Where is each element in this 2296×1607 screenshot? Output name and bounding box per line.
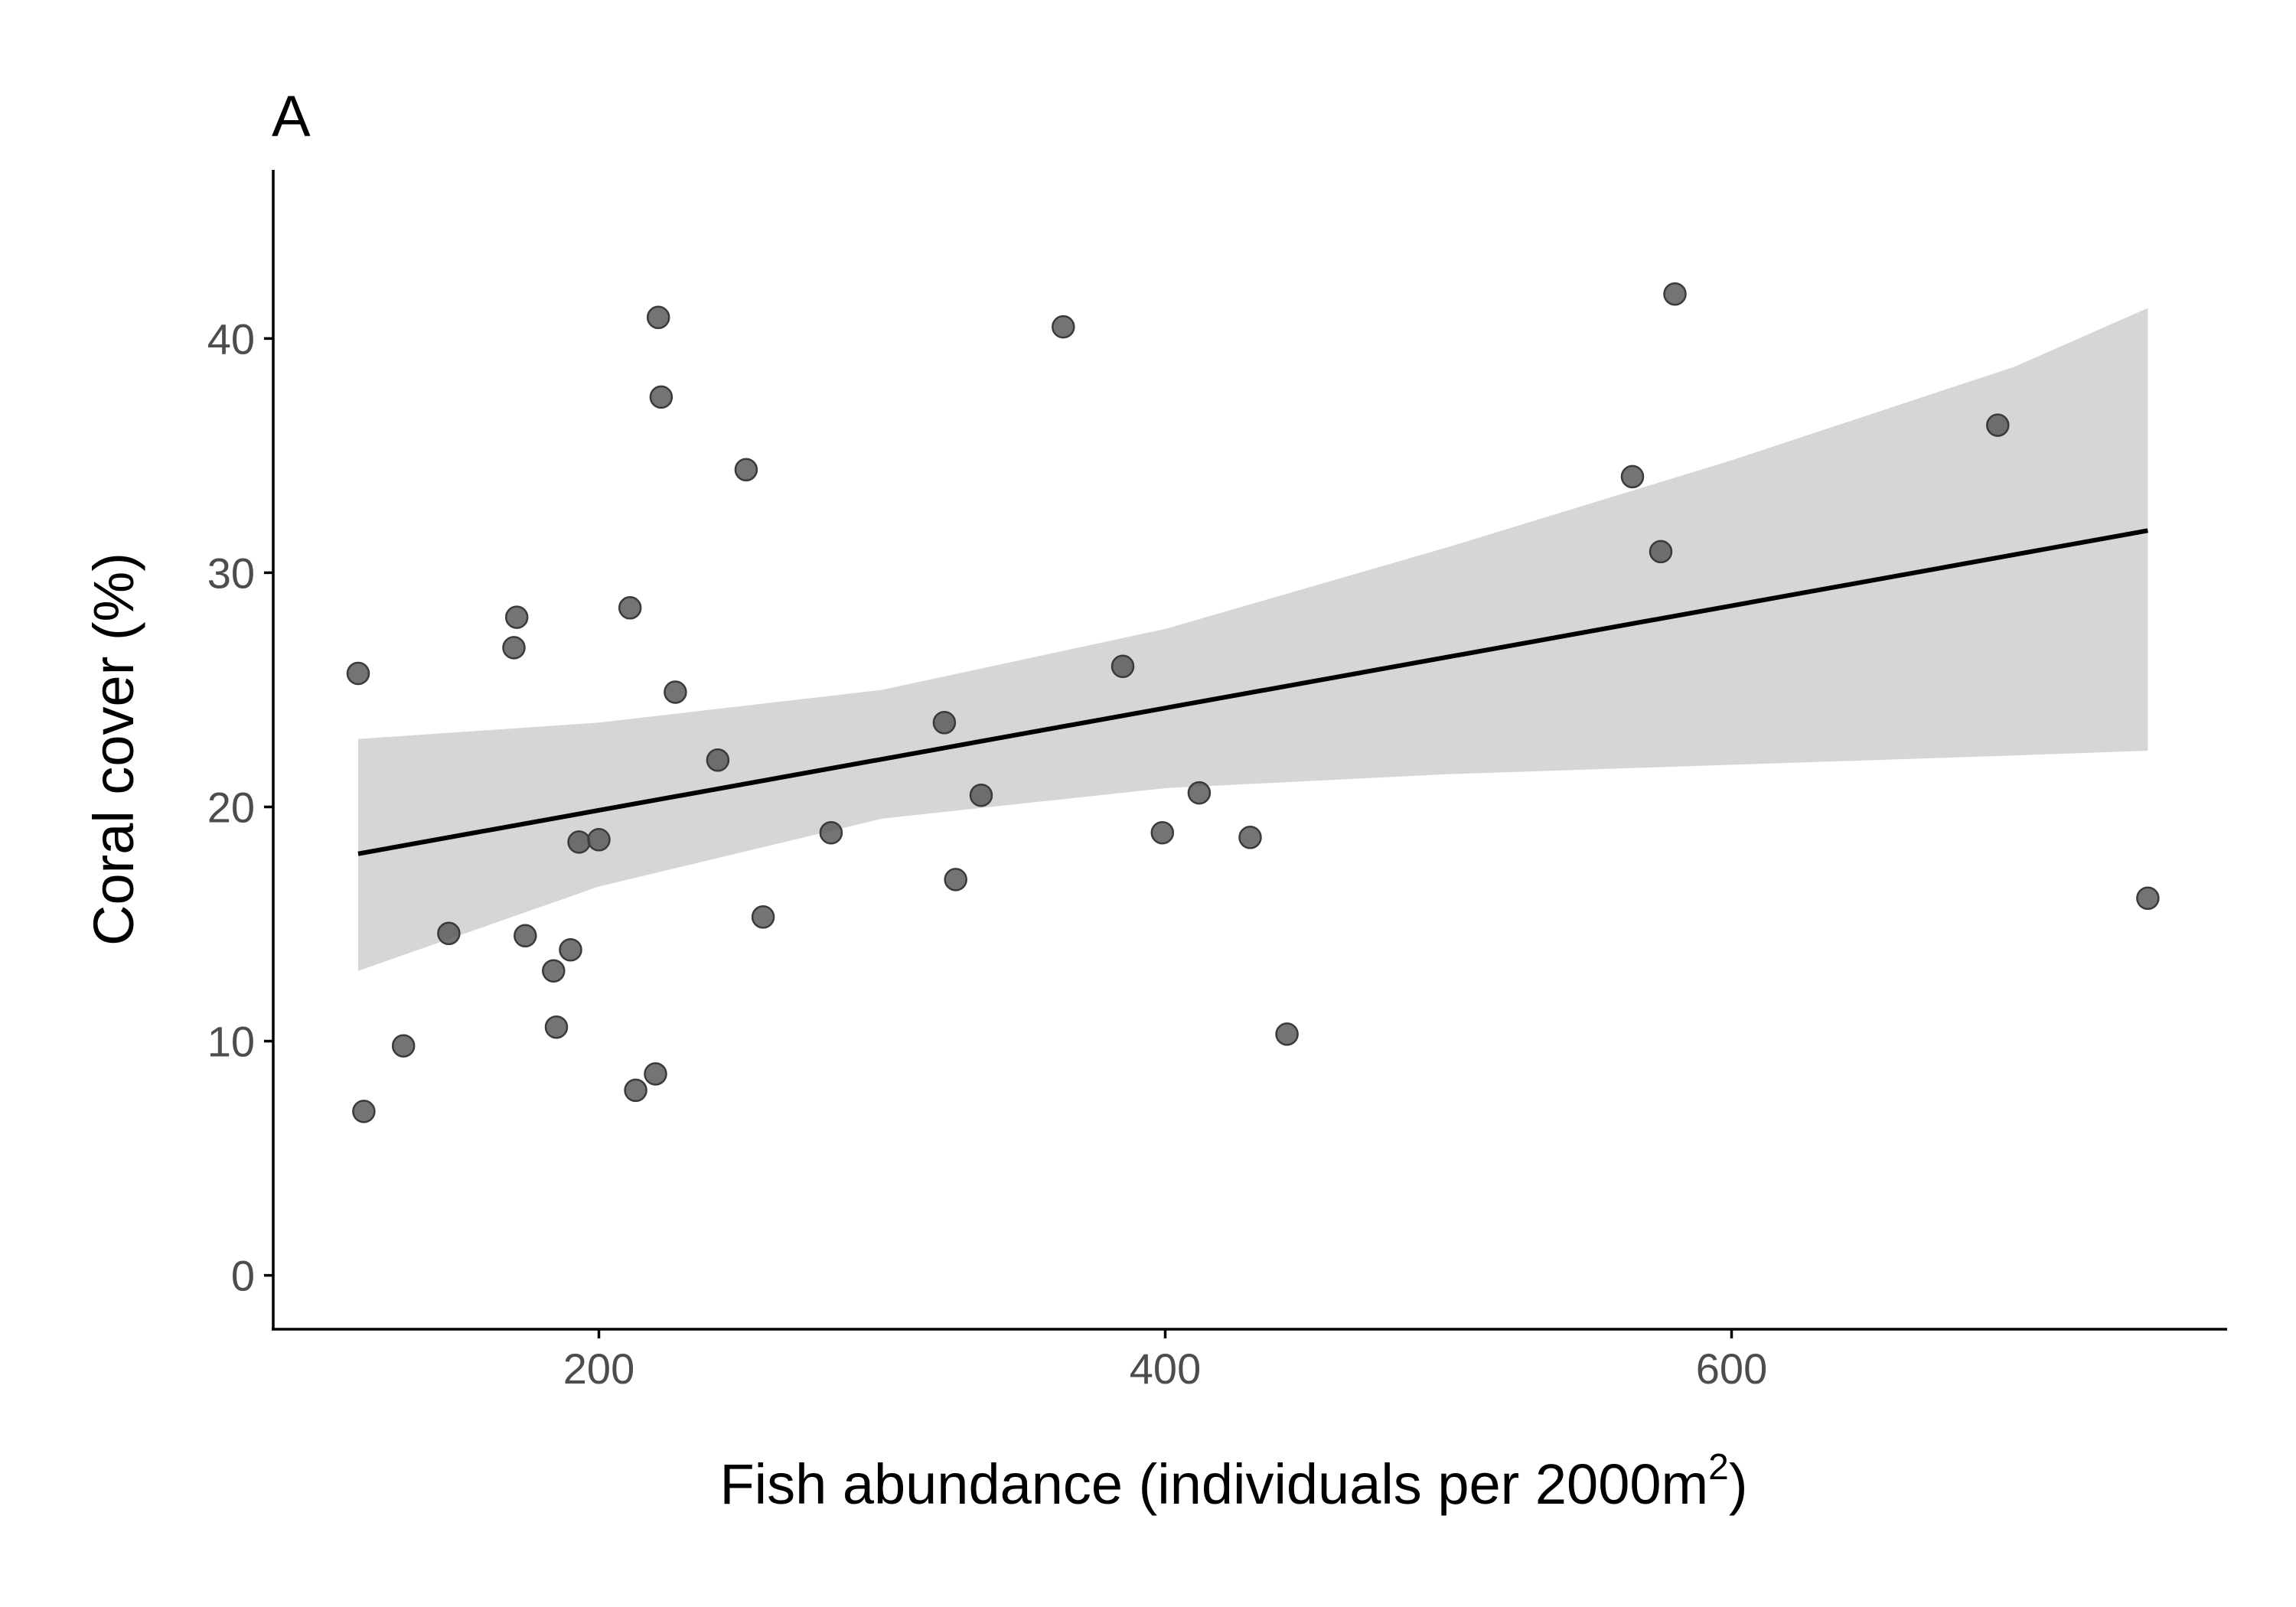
y-tick-label: 0 <box>231 1252 255 1300</box>
data-point <box>1986 413 2010 437</box>
data-point <box>542 959 566 983</box>
x-tick-label: 200 <box>563 1345 634 1393</box>
data-point <box>932 711 957 735</box>
y-tick-label: 10 <box>207 1018 255 1066</box>
data-point <box>1620 464 1645 489</box>
data-points-layer <box>346 282 2160 1123</box>
x-axis-title: Fish abundance (individuals per 2000m2) <box>719 1447 1747 1516</box>
data-point <box>504 605 529 629</box>
data-point <box>567 830 591 854</box>
x-tick-label: 400 <box>1130 1345 1201 1393</box>
data-point <box>644 1062 667 1086</box>
regression-line <box>357 528 2148 856</box>
confidence-band-layer <box>358 308 2148 971</box>
data-point <box>559 937 582 962</box>
data-point <box>1649 539 1673 564</box>
data-point <box>1238 826 1262 849</box>
y-tick-label: 20 <box>207 783 255 831</box>
data-point <box>1275 1022 1299 1046</box>
data-point <box>1110 654 1135 679</box>
y-tick-label: 40 <box>207 315 255 363</box>
data-point <box>2136 886 2160 911</box>
x-axis-title-suffix: ) <box>1729 1452 1748 1516</box>
data-point <box>819 820 843 845</box>
data-point <box>1187 781 1212 805</box>
data-point <box>664 680 687 704</box>
data-point <box>391 1034 416 1058</box>
data-point <box>514 924 537 948</box>
x-axis-title-superscript: 2 <box>1708 1447 1729 1488</box>
x-tick-label: 600 <box>1696 1345 1767 1393</box>
x-axis-title-main: Fish abundance (individuals per 2000m <box>719 1452 1708 1516</box>
data-point <box>1663 282 1687 306</box>
data-point <box>587 828 611 852</box>
confidence-band <box>358 308 2148 971</box>
data-point <box>346 661 370 686</box>
data-point <box>437 921 461 946</box>
panel-label: A <box>272 84 311 149</box>
x-ticks-layer: 200 400 600 <box>563 1329 1767 1393</box>
y-ticks-layer: 0 10 20 30 40 <box>207 315 273 1300</box>
data-point <box>751 905 775 929</box>
data-point <box>352 1100 376 1123</box>
data-point <box>734 458 758 482</box>
y-axis-title: Coral cover (%) <box>82 553 145 946</box>
data-point <box>544 1015 569 1039</box>
data-point <box>944 868 967 892</box>
data-point <box>646 305 670 330</box>
data-point <box>1150 820 1175 845</box>
fit-line-layer <box>357 528 2148 856</box>
y-tick-label: 30 <box>207 549 255 597</box>
data-point <box>649 385 673 409</box>
data-point <box>1052 315 1075 339</box>
data-point <box>969 783 993 807</box>
data-point <box>624 1078 647 1103</box>
data-point <box>502 636 526 660</box>
data-point <box>706 748 730 772</box>
data-point <box>618 596 642 620</box>
